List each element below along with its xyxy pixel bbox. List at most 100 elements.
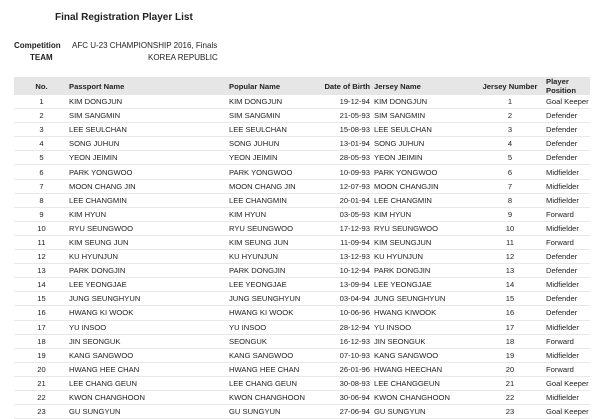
table-cell: 6	[474, 164, 546, 180]
table-cell: 07-10-93	[324, 348, 374, 363]
table-cell: LEE CHANGMIN	[69, 193, 229, 208]
table-cell: HWANG HEE CHAN	[69, 362, 229, 377]
column-header: Player Position	[546, 77, 590, 95]
table-cell: 17	[14, 320, 69, 335]
table-cell: Midfielder	[546, 164, 590, 180]
table-cell: LEE CHANG GEUN	[229, 376, 324, 391]
table-cell: 3	[474, 122, 546, 138]
team-label: TEAM	[30, 53, 53, 62]
table-cell: RYU SEUNGWOO	[69, 221, 229, 236]
table-cell: 20	[14, 362, 69, 377]
table-cell: MOON CHANGJIN	[374, 179, 474, 194]
table-cell: KIM SEUNG JUN	[69, 235, 229, 251]
table-cell: YEON JEIMIN	[374, 150, 474, 166]
table-cell: KIM SEUNGJUN	[374, 235, 474, 251]
table-cell: 3	[14, 122, 69, 138]
table-row: 15 JUNG SEUNGHYUN JUNG SEUNGHYUN 03-04-94 JU…	[14, 291, 590, 307]
table-cell: 13-12-93	[324, 249, 374, 265]
table-cell: KANG SANGWOO	[229, 348, 324, 363]
table-header: No. Passport Name Popular Name Date of Birt…	[14, 77, 590, 95]
table-cell: 20	[474, 362, 546, 377]
table-cell: Midfielder	[546, 193, 590, 208]
table-cell: Goal Keeper	[546, 95, 590, 110]
table-cell: PARK DONGJIN	[374, 263, 474, 279]
table-cell: Defender	[546, 108, 590, 124]
table-cell: KIM HYUN	[374, 207, 474, 222]
table-cell: 10	[14, 221, 69, 236]
team-value: KOREA REPUBLIC	[148, 53, 218, 62]
table-cell: MOON CHANG JIN	[229, 179, 324, 194]
table-cell: SEONGUK	[229, 334, 324, 349]
table-cell: JUNG SEUNGHYUN	[229, 291, 324, 307]
table-cell: Defender	[546, 136, 590, 152]
table-cell: Midfielder	[546, 179, 590, 194]
column-header: Jersey Name	[374, 77, 474, 95]
table-cell: 03-05-93	[324, 207, 374, 222]
table-cell: 2	[14, 108, 69, 124]
table-cell: KANG SANGWOO	[69, 348, 229, 363]
table-cell: Forward	[546, 362, 590, 377]
table-cell: 30-06-94	[324, 390, 374, 406]
table-cell: LEE CHANGMIN	[374, 193, 474, 208]
table-cell: YU INSOO	[69, 320, 229, 335]
table-cell: 11-09-94	[324, 235, 374, 251]
table-cell: 9	[474, 207, 546, 222]
table-cell: KU HYUNJUN	[374, 249, 474, 265]
table-cell: 5	[14, 150, 69, 166]
table-cell: 7	[14, 179, 69, 194]
table-cell: LEE CHANGGEUN	[374, 376, 474, 391]
table-cell: 20-01-94	[324, 193, 374, 208]
table-cell: YU INSOO	[374, 320, 474, 335]
table-row: 6 PARK YONGWOO PARK YONGWOO 10-09-93 PARK YO…	[14, 164, 590, 180]
table-cell: KANG SANGWOO	[374, 348, 474, 363]
table-cell: 11	[474, 235, 546, 251]
table-cell: 13-01-94	[324, 136, 374, 152]
table-cell: PARK DONGJIN	[229, 263, 324, 279]
table-cell: 10-06-96	[324, 305, 374, 321]
table-cell: Midfielder	[546, 320, 590, 335]
table-cell: LEE CHANGMIN	[229, 193, 324, 208]
table-row: 14 LEE YEONGJAE LEE YEONGJAE 13-09-94 LEE YE…	[14, 277, 590, 293]
table-row: 7 MOON CHANG JIN MOON CHANG JIN 12-07-93 MOO…	[14, 179, 590, 194]
table-row: 10 RYU SEUNGWOO RYU SEUNGWOO 17-12-93 RYU SE…	[14, 221, 590, 236]
table-cell: SONG JUHUN	[374, 136, 474, 152]
table-row: 17 YU INSOO YU INSOO 28-12-94 YU INSOO 17 Midf…	[14, 320, 590, 335]
competition-value: AFC U-23 CHAMPIONSHIP 2016, Finals	[72, 41, 218, 50]
table-cell: 13	[474, 263, 546, 279]
table-cell: HWANG HEE CHAN	[229, 362, 324, 377]
table-cell: KIM HYUN	[229, 207, 324, 222]
table-cell: 30-08-93	[324, 376, 374, 391]
table-cell: JIN SEONGUK	[69, 334, 229, 349]
table-cell: RYU SEUNGWOO	[374, 221, 474, 236]
table-cell: SIM SANGMIN	[69, 108, 229, 124]
table-cell: 18	[14, 334, 69, 349]
table-cell: Forward	[546, 207, 590, 222]
table-cell: 26-01-96	[324, 362, 374, 377]
table-cell: 16	[474, 305, 546, 321]
table-cell: Defender	[546, 249, 590, 265]
table-cell: JUNG SEUNGHYUN	[69, 291, 229, 307]
table-cell: 14	[14, 277, 69, 293]
table-cell: 19-12-94	[324, 95, 374, 110]
table-cell: LEE SEULCHAN	[69, 122, 229, 138]
table-cell: KIM SEUNG JUN	[229, 235, 324, 251]
table-cell: 21-05-93	[324, 108, 374, 124]
table-cell: JIN SEONGUK	[374, 334, 474, 349]
table-cell: LEE YEONGJAE	[69, 277, 229, 293]
table-cell: PARK YONGWOO	[374, 164, 474, 180]
table-cell: KIM DONGJUN	[69, 95, 229, 110]
table-cell: PARK YONGWOO	[229, 164, 324, 180]
table-cell: Midfielder	[546, 221, 590, 236]
table-row: 4 SONG JUHUN SONG JUHUN 13-01-94 SONG JUHUN 4…	[14, 136, 590, 152]
table-cell: 10	[474, 221, 546, 236]
table-row: 11 KIM SEUNG JUN KIM SEUNG JUN 11-09-94 KIM …	[14, 235, 590, 251]
table-cell: LEE YEONGJAE	[229, 277, 324, 293]
table-row: 3 LEE SEULCHAN LEE SEULCHAN 15-08-93 LEE SEU…	[14, 122, 590, 138]
table-cell: Defender	[546, 150, 590, 166]
table-row: 9 KIM HYUN KIM HYUN 03-05-93 KIM HYUN 9 Forwar…	[14, 207, 590, 222]
table-cell: HWANG KIWOOK	[374, 305, 474, 321]
table-cell: SIM SANGMIN	[229, 108, 324, 124]
table-cell: 4	[14, 136, 69, 152]
table-cell: 5	[474, 150, 546, 166]
table-cell: JUNG SEUNGHYUN	[374, 291, 474, 307]
